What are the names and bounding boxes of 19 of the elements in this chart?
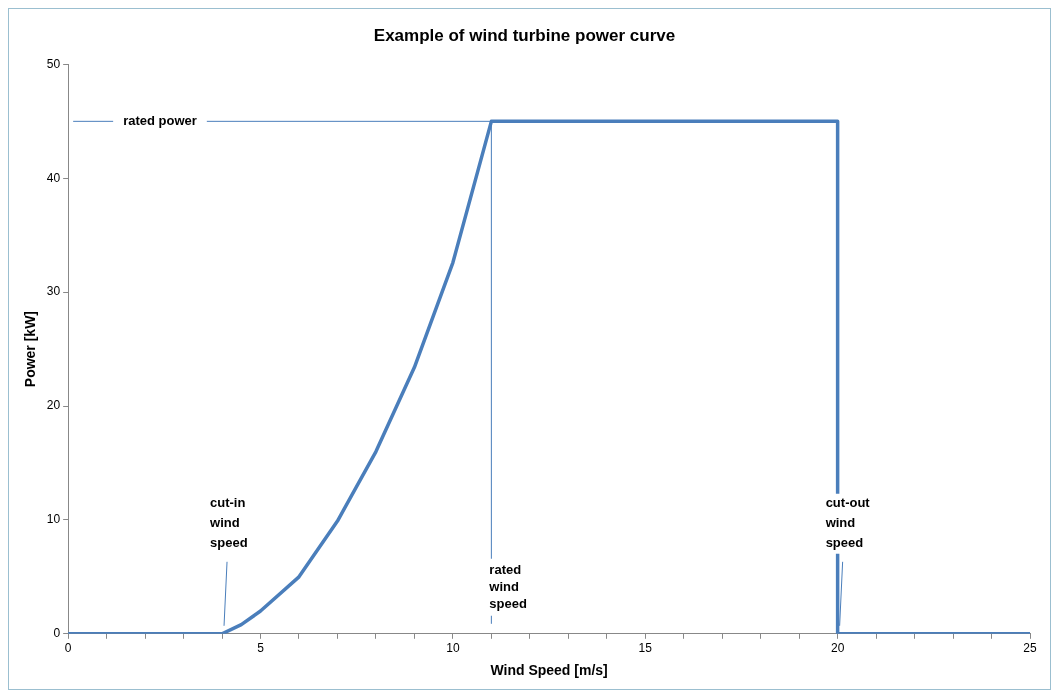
x-tick-label: 10: [446, 641, 460, 656]
annotation: cut-in wind speed: [209, 495, 248, 551]
x-tick-label: 15: [638, 641, 653, 656]
x-tick-label: 0: [64, 641, 72, 656]
y-tick-label: 40: [46, 170, 61, 185]
y-tick-label: 20: [46, 398, 61, 413]
y-tick-label: 50: [46, 56, 61, 71]
x-tick-label: 20: [830, 641, 845, 656]
y-axis-title: Power [kW]: [22, 310, 39, 388]
y-tick-label: 0: [53, 626, 61, 641]
y-tick-label: 30: [46, 284, 61, 299]
x-tick-label: 25: [1023, 641, 1037, 656]
chart-title: Example of wind turbine power curve: [373, 25, 676, 45]
x-tick-label: 5: [257, 641, 265, 656]
y-tick-label: 10: [46, 512, 61, 527]
ref-line-label: rated power: [123, 112, 197, 128]
x-axis-title: Wind Speed [m/s]: [490, 662, 608, 679]
ref-line-label: rated wind speed: [488, 562, 527, 612]
annotation: cut-out wind speed: [824, 495, 871, 551]
